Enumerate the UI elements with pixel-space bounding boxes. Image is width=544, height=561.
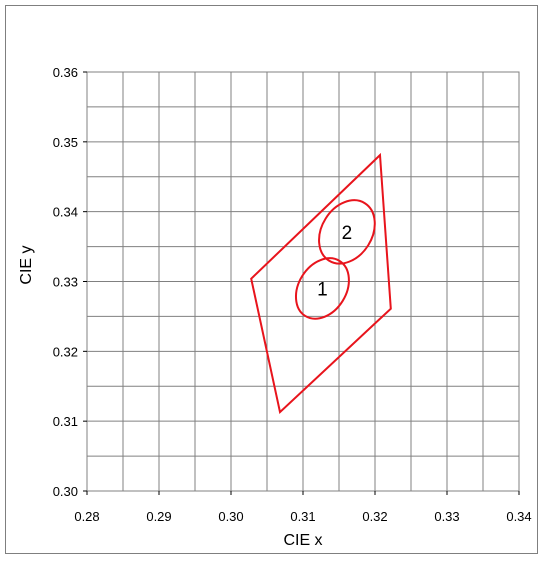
y-tick-label: 0.32 — [53, 344, 78, 359]
ellipse-1 — [294, 257, 350, 320]
y-tick-label: 0.30 — [53, 484, 78, 499]
x-tick-labels: 0.28 0.29 0.30 0.31 0.32 0.33 0.34 — [74, 491, 532, 524]
chart-frame — [5, 5, 538, 554]
quadrangle-outline — [250, 152, 392, 415]
y-tick-labels: 0.30 0.31 0.32 0.33 0.34 0.35 0.36 — [53, 65, 87, 499]
y-axis-title: CIE y — [18, 245, 35, 284]
ellipse-label-2: 2 — [342, 223, 353, 244]
x-tick-label: 0.34 — [506, 509, 531, 524]
ellipse-2 — [318, 199, 376, 265]
y-tick-label: 0.36 — [53, 65, 78, 80]
y-tick-label: 0.33 — [53, 275, 78, 290]
x-tick-label: 0.33 — [434, 509, 459, 524]
x-tick-label: 0.30 — [218, 509, 243, 524]
x-tick-label: 0.29 — [146, 509, 171, 524]
y-tick-label: 0.31 — [53, 414, 78, 429]
x-tick-label: 0.32 — [362, 509, 387, 524]
grid — [87, 72, 519, 491]
ellipse-label-1: 1 — [317, 279, 328, 300]
y-tick-label: 0.34 — [53, 205, 78, 220]
y-tick-label: 0.35 — [53, 135, 78, 150]
x-tick-label: 0.28 — [74, 509, 99, 524]
chromaticity-shapes — [250, 152, 392, 415]
x-axis-title: CIE x — [283, 532, 322, 549]
region-labels: 12 — [317, 223, 352, 301]
x-tick-label: 0.31 — [290, 509, 315, 524]
